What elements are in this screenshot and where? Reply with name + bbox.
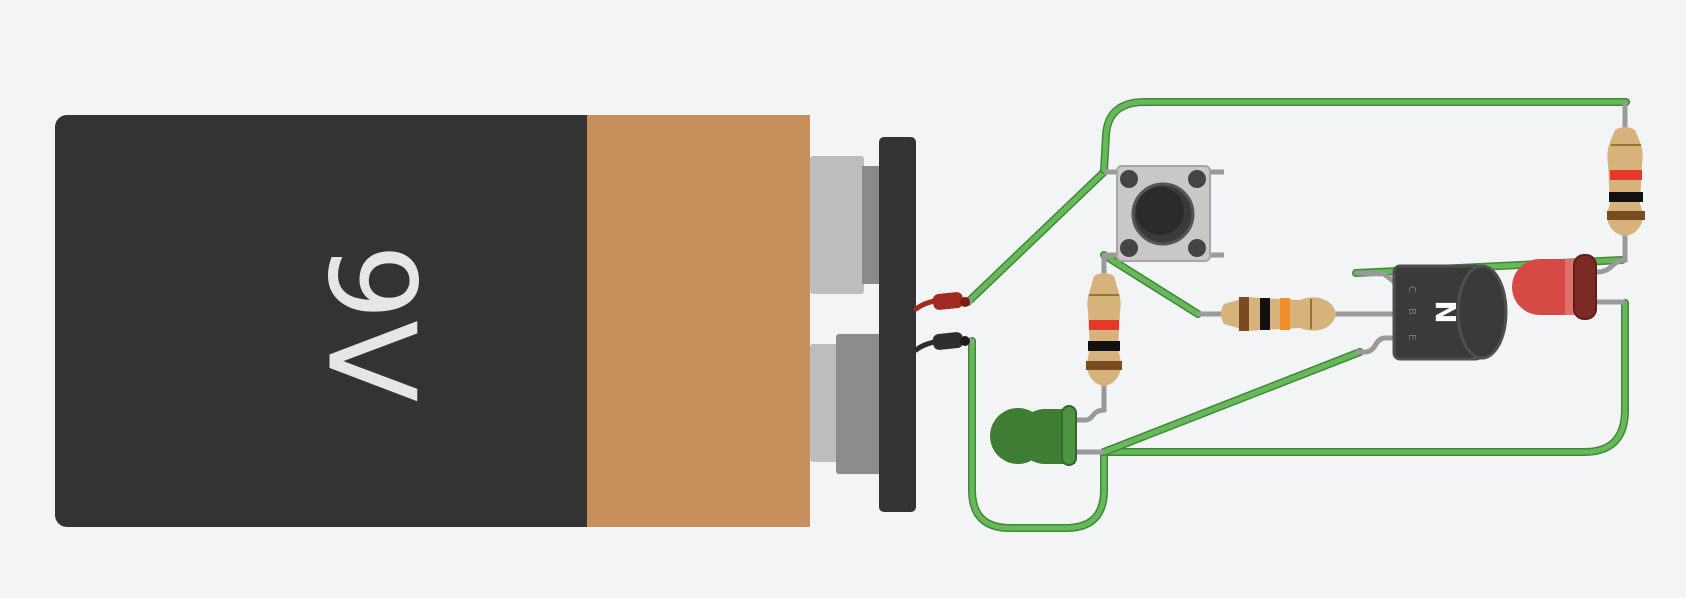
wire-button-top-to-right-resistor[interactable]	[1100, 98, 1630, 174]
push-button-corner-tl	[1120, 170, 1138, 188]
push-button-corner-bl	[1120, 239, 1138, 257]
battery-connector-cap[interactable]	[879, 137, 916, 512]
battery-9v[interactable]: 9V	[55, 115, 916, 527]
resistor-red-led[interactable]	[1596, 102, 1645, 275]
transistor-pin-b: B	[1406, 308, 1417, 315]
resistor-base-body	[1221, 297, 1336, 331]
resistor-base[interactable]	[1198, 297, 1396, 331]
push-button[interactable]	[1104, 165, 1224, 262]
battery-terminal-bottom-inner	[836, 334, 886, 474]
resistor-red-led-body	[1607, 127, 1643, 236]
transistor-pin-e: E	[1406, 334, 1417, 340]
led-green[interactable]	[990, 405, 1104, 466]
push-button-corner-br	[1188, 239, 1206, 257]
battery-negative-clip[interactable]	[932, 331, 970, 350]
transistor-pin-c: C	[1406, 286, 1417, 293]
wires	[964, 98, 1630, 532]
battery-positive-clip[interactable]	[932, 291, 970, 310]
wire-ground-to-emitter[interactable]	[1100, 348, 1364, 456]
transistor-flat-face	[1456, 264, 1508, 360]
wire-battery-negative-loop[interactable]	[968, 337, 1108, 532]
push-button-corner-tr	[1188, 170, 1206, 188]
wire-ground-bus[interactable]	[1100, 299, 1629, 456]
transistor-npn[interactable]: C B E N	[1355, 264, 1508, 361]
transistor-type-symbol: N	[1429, 300, 1462, 323]
battery-terminal-top[interactable]	[810, 156, 864, 294]
wire-button-to-base-resistor[interactable]	[1100, 251, 1202, 318]
led-red[interactable]	[1512, 254, 1625, 320]
battery-label: 9V	[300, 244, 439, 402]
battery-terminal-top-inner	[862, 166, 880, 284]
resistor-green-led[interactable]	[1076, 255, 1122, 423]
battery-copper-band	[587, 115, 810, 527]
wire-battery-positive-to-button[interactable]	[964, 168, 1108, 306]
battery-copper-corner	[780, 115, 810, 527]
